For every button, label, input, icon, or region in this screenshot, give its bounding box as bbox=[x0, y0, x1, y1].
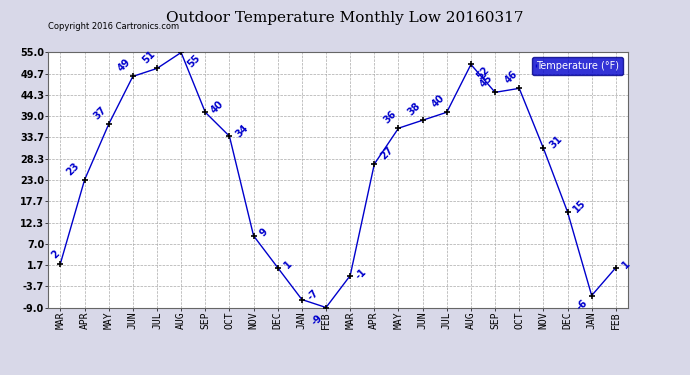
Text: 38: 38 bbox=[406, 101, 423, 117]
Text: 36: 36 bbox=[382, 109, 398, 125]
Text: 2: 2 bbox=[49, 249, 61, 261]
Text: 51: 51 bbox=[140, 49, 157, 66]
Text: 55: 55 bbox=[186, 53, 202, 69]
Text: 40: 40 bbox=[210, 98, 226, 115]
Text: -1: -1 bbox=[355, 267, 369, 281]
Text: 1: 1 bbox=[282, 259, 294, 270]
Text: Outdoor Temperature Monthly Low 20160317: Outdoor Temperature Monthly Low 20160317 bbox=[166, 11, 524, 25]
Text: -9: -9 bbox=[309, 312, 324, 327]
Text: 9: 9 bbox=[258, 227, 270, 238]
Text: 37: 37 bbox=[92, 105, 108, 122]
Text: -7: -7 bbox=[306, 288, 321, 302]
Legend: Temperature (°F): Temperature (°F) bbox=[532, 57, 623, 75]
Text: 31: 31 bbox=[548, 134, 564, 151]
Text: 46: 46 bbox=[502, 69, 519, 86]
Text: 34: 34 bbox=[234, 122, 250, 139]
Text: Copyright 2016 Cartronics.com: Copyright 2016 Cartronics.com bbox=[48, 22, 179, 31]
Text: 1: 1 bbox=[620, 259, 632, 270]
Text: -6: -6 bbox=[575, 297, 590, 312]
Text: 52: 52 bbox=[475, 64, 492, 81]
Text: 49: 49 bbox=[116, 57, 132, 74]
Text: 45: 45 bbox=[478, 73, 495, 90]
Text: 40: 40 bbox=[430, 93, 446, 110]
Text: 27: 27 bbox=[379, 145, 395, 161]
Text: 23: 23 bbox=[65, 160, 81, 177]
Text: 15: 15 bbox=[572, 198, 589, 214]
